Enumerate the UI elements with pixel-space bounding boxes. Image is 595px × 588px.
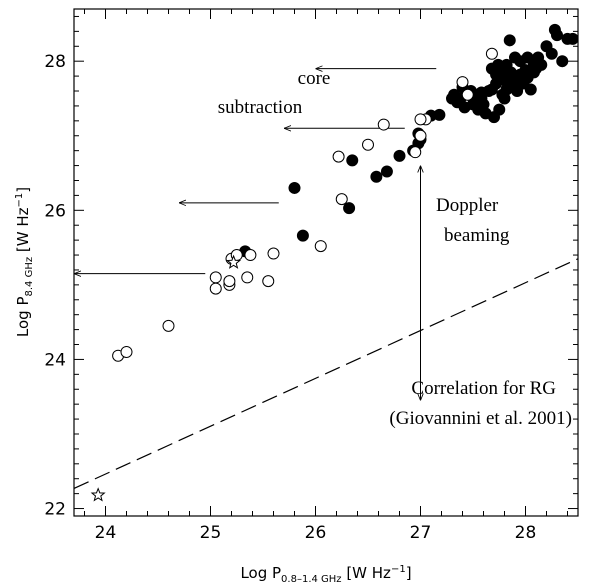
data-points: [90, 23, 578, 502]
annotation-core: core: [298, 68, 331, 89]
rg-correlation-line: [74, 258, 578, 489]
filled-point: [545, 47, 558, 60]
annotation-doppler: Doppler: [436, 195, 499, 216]
plot-frame: [73, 8, 579, 517]
filled-point: [296, 229, 309, 242]
y-tick-label: 22: [44, 500, 66, 520]
open-point: [335, 193, 348, 206]
filled-point: [548, 23, 561, 36]
open-point: [209, 271, 222, 284]
x-axis-label: Log P0.8–1.4 GHz [W Hz−1]: [240, 564, 411, 585]
filled-point: [393, 149, 406, 162]
open-point: [485, 47, 498, 60]
filled-point: [370, 170, 383, 183]
filled-point: [506, 81, 519, 94]
filled-point: [498, 92, 511, 105]
filled-point: [346, 154, 359, 167]
x-tick-label: 26: [305, 523, 327, 543]
filled-point: [504, 66, 517, 79]
filled-point: [556, 55, 569, 68]
x-tick-label: 25: [200, 523, 222, 543]
open-point: [241, 271, 254, 284]
open-point: [332, 150, 345, 163]
open-point: [377, 118, 390, 131]
y-axis-label: Log P8.4 GHz [W Hz−1]: [14, 187, 35, 337]
filled-point: [380, 165, 393, 178]
open-point: [456, 76, 469, 89]
reference-lines: [74, 258, 578, 489]
filled-point: [288, 181, 301, 194]
open-point: [162, 319, 175, 332]
filled-point: [475, 92, 488, 105]
annotation-beaming: beaming: [444, 225, 510, 246]
open-point: [362, 138, 374, 151]
open-point: [461, 88, 474, 101]
open-point: [244, 249, 257, 262]
annotation-correlation: Correlation for RG: [411, 378, 556, 399]
open-point: [262, 275, 275, 288]
filled-point: [532, 51, 545, 64]
open-point: [414, 113, 427, 126]
x-tick-label: 27: [410, 523, 432, 543]
y-tick-label: 28: [44, 52, 66, 72]
open-point: [314, 240, 327, 253]
star-point: [226, 254, 242, 269]
open-point: [209, 282, 222, 295]
open-point: [409, 146, 422, 159]
y-tick-label: 24: [44, 350, 66, 370]
axis-tick-labels: 24 25 26 27 28 22 24 26 28: [44, 52, 536, 543]
open-point: [267, 247, 280, 260]
filled-point: [503, 34, 516, 47]
filled-point: [433, 108, 446, 121]
axis-ticks: [74, 9, 578, 516]
filled-point: [566, 32, 578, 45]
filled-point: [524, 83, 537, 96]
open-point: [223, 275, 236, 288]
filled-point: [343, 202, 356, 215]
filled-point: [493, 103, 506, 116]
annotation-citation: (Giovannini et al. 2001): [389, 408, 572, 429]
x-tick-label: 24: [95, 523, 117, 543]
open-point: [414, 129, 427, 142]
open-point: [120, 345, 133, 358]
x-tick-label: 28: [515, 523, 537, 543]
annotation-subtraction: subtraction: [218, 97, 303, 118]
y-tick-label: 26: [44, 201, 66, 221]
star-point: [90, 487, 106, 502]
